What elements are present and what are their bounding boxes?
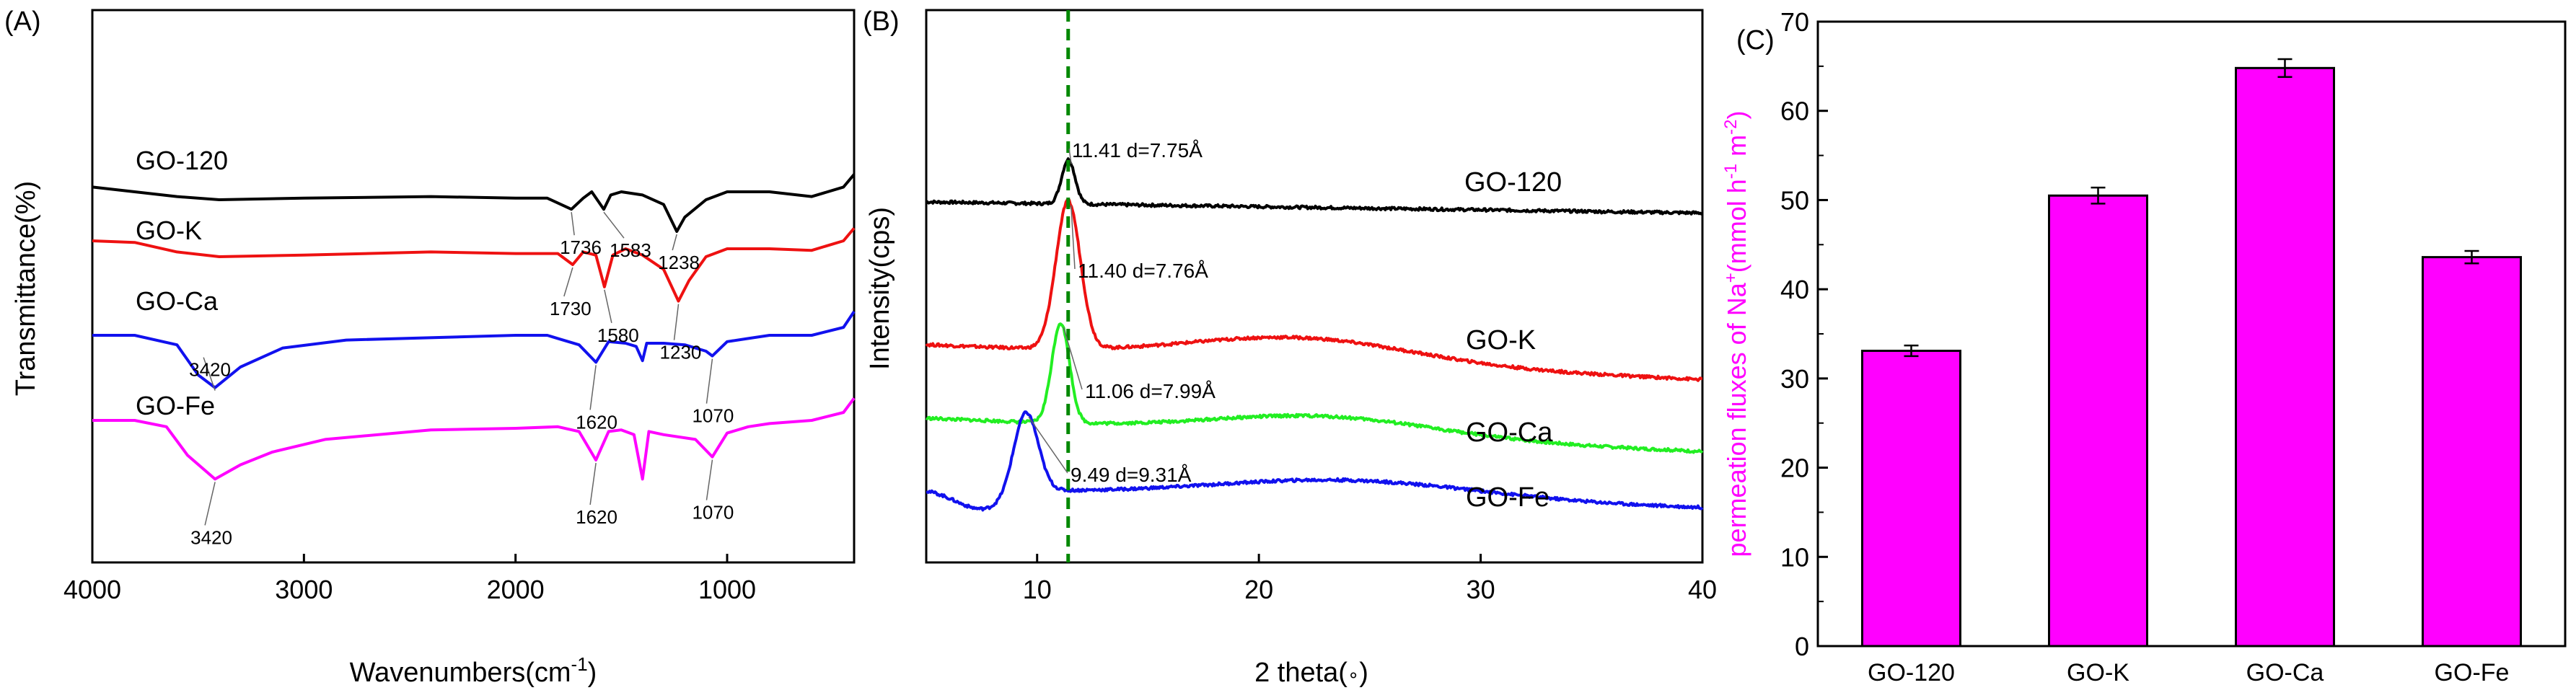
panel-c-bar-go-k bbox=[2048, 194, 2148, 648]
panel-c-category-label-go-k: GO-K bbox=[2067, 659, 2129, 686]
panel-b-x-tick-label: 10 bbox=[1023, 575, 1052, 604]
panel-b-x-ticks: 10 20 30 40 bbox=[1023, 554, 1717, 604]
panel-a-peak-leader bbox=[705, 358, 713, 404]
panel-a-series-label-go-k: GO-K bbox=[136, 216, 202, 245]
panel-c-y-tick-label: 40 bbox=[1780, 275, 1809, 304]
panel-a-series-labels: GO-120 GO-K GO-Ca GO-Fe bbox=[136, 146, 228, 420]
panel-a-peak-label: 1620 bbox=[576, 506, 617, 528]
panel-a-x-ticks: 4000 3000 2000 1000 bbox=[63, 554, 756, 604]
panel-b-peak-label: 11.06 d=7.99Å bbox=[1085, 380, 1216, 402]
panel-a-series-line-go-fe bbox=[92, 397, 856, 481]
panel-a-series-label-go-120: GO-120 bbox=[136, 146, 228, 175]
panel-b-series-label-go-ca: GO-Ca bbox=[1466, 418, 1553, 448]
panel-c-y-axis-label: permeation fluxes of Na+(mmol h-1 m-2) bbox=[1721, 111, 1752, 557]
panel-a-peak-label: 1730 bbox=[550, 298, 592, 319]
panel-c-y-tick-label: 70 bbox=[1780, 7, 1809, 37]
panel-b-peak-labels: 11.41 d=7.75Å 11.40 d=7.76Å 11.06 d=7.99Å 9… bbox=[1028, 139, 1216, 486]
panel-a-peak-leader bbox=[672, 234, 677, 251]
panel-a-ftir-chart: (A) 4000 3000 2000 1000 GO-120 GO-K GO-Ca GO-F… bbox=[4, 6, 856, 688]
panel-a-series-line-go-120 bbox=[92, 173, 856, 233]
panel-b-series-line-go-fe bbox=[926, 410, 1704, 512]
panel-a-y-axis-label: Transmittance(%) bbox=[11, 181, 41, 396]
panel-b-peak-leader bbox=[1071, 205, 1076, 270]
panel-a-peak-leader bbox=[589, 462, 597, 505]
panel-b-peak-label: 11.40 d=7.76Å bbox=[1078, 260, 1208, 282]
panel-b-peak-label: 9.49 d=9.31Å bbox=[1071, 464, 1192, 486]
panel-a-peak-leader bbox=[203, 357, 216, 391]
panel-a-peak-leader bbox=[204, 482, 216, 526]
panel-a-peak-leader bbox=[603, 211, 625, 239]
panel-b-peak-leader bbox=[1068, 148, 1072, 164]
panel-b-peak-label: 11.41 d=7.75Å bbox=[1072, 139, 1203, 162]
panel-b-peak-leader bbox=[1063, 327, 1083, 390]
panel-c-y-tick-label: 20 bbox=[1780, 454, 1809, 483]
panel-c-bars bbox=[1861, 58, 2522, 648]
panel-c-y-tick-label: 0 bbox=[1795, 632, 1809, 661]
panel-c-bar-go-120 bbox=[1861, 350, 1961, 648]
panel-a-peak-leader bbox=[673, 304, 680, 340]
panel-a-label: (A) bbox=[4, 6, 41, 37]
panel-b-frame bbox=[925, 9, 1704, 564]
panel-b-x-tick-label: 20 bbox=[1244, 575, 1273, 604]
panel-a-peak-label: 1736 bbox=[560, 237, 602, 258]
panel-b-series-line-go-ca bbox=[925, 322, 1704, 454]
panel-a-peak-label: 1230 bbox=[660, 342, 702, 363]
panel-c-category-label-go-120: GO-120 bbox=[1868, 659, 1955, 686]
panel-a-series-label-go-ca: GO-Ca bbox=[136, 286, 219, 316]
panel-b-label: (B) bbox=[863, 6, 900, 37]
panel-a-peak-label: 1070 bbox=[692, 502, 734, 524]
panel-b-x-axis-label: 2 theta(∘) bbox=[1254, 658, 1368, 688]
panel-a-series-line-go-k bbox=[92, 227, 856, 303]
panel-a-peak-leader bbox=[563, 267, 573, 297]
panel-a-peak-label: 1238 bbox=[658, 252, 700, 273]
panel-c-y-tick-label: 50 bbox=[1780, 185, 1809, 215]
panel-a-series-line-go-ca bbox=[92, 310, 856, 389]
panel-a-peak-label: 3420 bbox=[190, 526, 232, 548]
panel-a-series-label-go-fe: GO-Fe bbox=[136, 391, 215, 420]
panel-b-x-tick-label: 40 bbox=[1688, 575, 1717, 604]
panel-b-x-tick-label: 30 bbox=[1467, 575, 1495, 604]
panel-b-series-line-go-120 bbox=[926, 157, 1704, 216]
panel-c-y-ticks: 0 10 20 30 40 50 60 70 bbox=[1780, 7, 2473, 661]
panel-c-y-tick-label: 60 bbox=[1780, 97, 1809, 126]
panel-c-y-tick-label: 30 bbox=[1780, 364, 1809, 394]
panel-a-x-tick-label: 2000 bbox=[487, 575, 545, 604]
panel-c-label: (C) bbox=[1736, 25, 1775, 56]
panel-a-peak-label: 1583 bbox=[610, 239, 651, 261]
panel-b-xrd-chart: (B) 10 20 30 40 GO-120 GO-K GO-Ca GO-Fe 11.41 … bbox=[863, 6, 1717, 688]
panel-c-category-labels: GO-120 GO-K GO-Ca GO-Fe bbox=[1868, 659, 2509, 686]
panel-a-peak-label: 1070 bbox=[692, 405, 734, 427]
panel-c-category-label-go-ca: GO-Ca bbox=[2246, 659, 2324, 686]
panel-c-bar-chart: (C) 0 10 20 30 40 50 60 70 GO-120 GO-K GO-Ca GO-Fe… bbox=[1721, 7, 2567, 686]
panel-b-series-label-go-k: GO-K bbox=[1466, 325, 1536, 355]
panel-b-y-axis-label: Intensity(cps) bbox=[865, 207, 895, 370]
panel-c-y-tick-label: 10 bbox=[1780, 542, 1809, 572]
panel-c-bar-go-ca bbox=[2235, 66, 2335, 648]
panel-a-peak-leader bbox=[705, 459, 713, 500]
panel-a-peak-label: 3420 bbox=[189, 359, 231, 381]
panel-c-bar-go-fe bbox=[2422, 256, 2522, 648]
panel-a-peak-leader bbox=[571, 212, 575, 236]
panel-c-category-label-go-fe: GO-Fe bbox=[2435, 659, 2510, 686]
panel-b-series-label-go-120: GO-120 bbox=[1464, 167, 1562, 198]
panel-a-x-axis-label: Wavenumbers(cm-1) bbox=[350, 653, 597, 688]
panel-a-peak-label: 1620 bbox=[576, 411, 617, 433]
panel-b-series-line-go-k bbox=[925, 198, 1703, 382]
panel-a-x-tick-label: 1000 bbox=[698, 575, 756, 604]
panel-a-peak-label: 1580 bbox=[597, 324, 639, 346]
panel-a-peak-leader bbox=[589, 365, 597, 410]
panel-a-frame bbox=[91, 9, 856, 564]
panel-a-series-lines bbox=[92, 173, 856, 481]
panel-b-series-labels: GO-120 GO-K GO-Ca GO-Fe bbox=[1464, 167, 1562, 513]
panel-a-peak-leader bbox=[604, 289, 612, 323]
panel-a-x-tick-label: 3000 bbox=[275, 575, 333, 604]
panel-a-x-tick-label: 4000 bbox=[63, 575, 121, 604]
panel-b-peak-leader bbox=[1028, 416, 1068, 474]
panel-b-series-label-go-fe: GO-Fe bbox=[1466, 482, 1549, 513]
panel-b-series-lines bbox=[925, 10, 1704, 562]
